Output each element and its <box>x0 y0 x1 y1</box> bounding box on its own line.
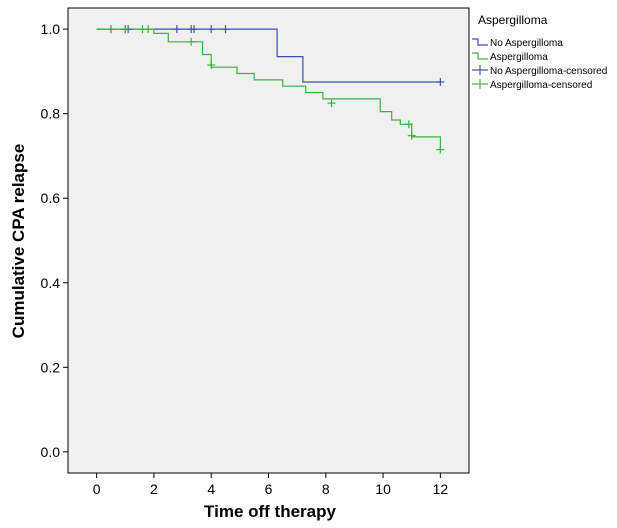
censor-mark-0 <box>207 25 216 34</box>
legend-label: Aspergilloma-censored <box>490 80 592 91</box>
censor-mark-0 <box>190 25 199 34</box>
series-line-0 <box>96 28 441 83</box>
y-tick-label: 0.4 <box>41 275 61 291</box>
legend-label: No Aspergilloma-censored <box>490 66 607 77</box>
censor-mark-1 <box>187 37 196 46</box>
censor-mark-0 <box>436 77 445 86</box>
legend-label: Aspergilloma <box>490 52 548 63</box>
x-axis-title: Time off therapy <box>204 502 336 521</box>
x-tick-label: 0 <box>93 481 101 497</box>
censor-layer <box>106 25 445 154</box>
y-tick-label: 0.6 <box>41 190 61 206</box>
censor-mark-1 <box>327 99 336 108</box>
legend-item: No Aspergilloma-censored <box>472 65 607 77</box>
legend-item: No Aspergilloma <box>472 38 563 49</box>
censor-mark-1 <box>144 25 153 34</box>
x-tick-label: 2 <box>150 481 158 497</box>
y-tick-label: 0.8 <box>41 106 61 122</box>
x-tick-label: 12 <box>433 481 449 497</box>
legend-item: Aspergilloma <box>472 52 548 63</box>
censor-mark-0 <box>221 25 230 34</box>
censor-mark-1 <box>106 25 115 34</box>
x-axis: 0 2 4 6 8 10 12 <box>93 473 449 497</box>
legend-label: No Aspergilloma <box>490 38 563 49</box>
censor-mark-1 <box>121 25 130 34</box>
legend-swatch <box>472 52 488 60</box>
legend-swatch <box>472 38 488 46</box>
plot-area <box>67 7 470 474</box>
y-axis: 0.0 0.2 0.4 0.6 0.8 1.0 <box>41 21 68 460</box>
censor-mark-1 <box>407 131 416 140</box>
censor-mark-1 <box>404 120 413 129</box>
censor-mark-1 <box>207 61 216 70</box>
x-tick-label: 6 <box>265 481 273 497</box>
censor-mark-1 <box>436 145 445 154</box>
legend-title: Aspergilloma <box>478 13 548 27</box>
x-tick-label: 8 <box>322 481 330 497</box>
y-axis-title: Cumulative CPA relapse <box>9 144 28 339</box>
x-tick-label: 10 <box>375 481 391 497</box>
censor-mark-0 <box>172 25 181 34</box>
y-tick-label: 0.0 <box>41 444 61 460</box>
y-tick-label: 1.0 <box>41 21 61 37</box>
legend: No Aspergilloma Aspergilloma No Aspergillo… <box>472 38 607 91</box>
y-tick-label: 0.2 <box>41 359 61 375</box>
legend-item: Aspergilloma-censored <box>472 79 592 91</box>
x-tick-label: 4 <box>207 481 215 497</box>
